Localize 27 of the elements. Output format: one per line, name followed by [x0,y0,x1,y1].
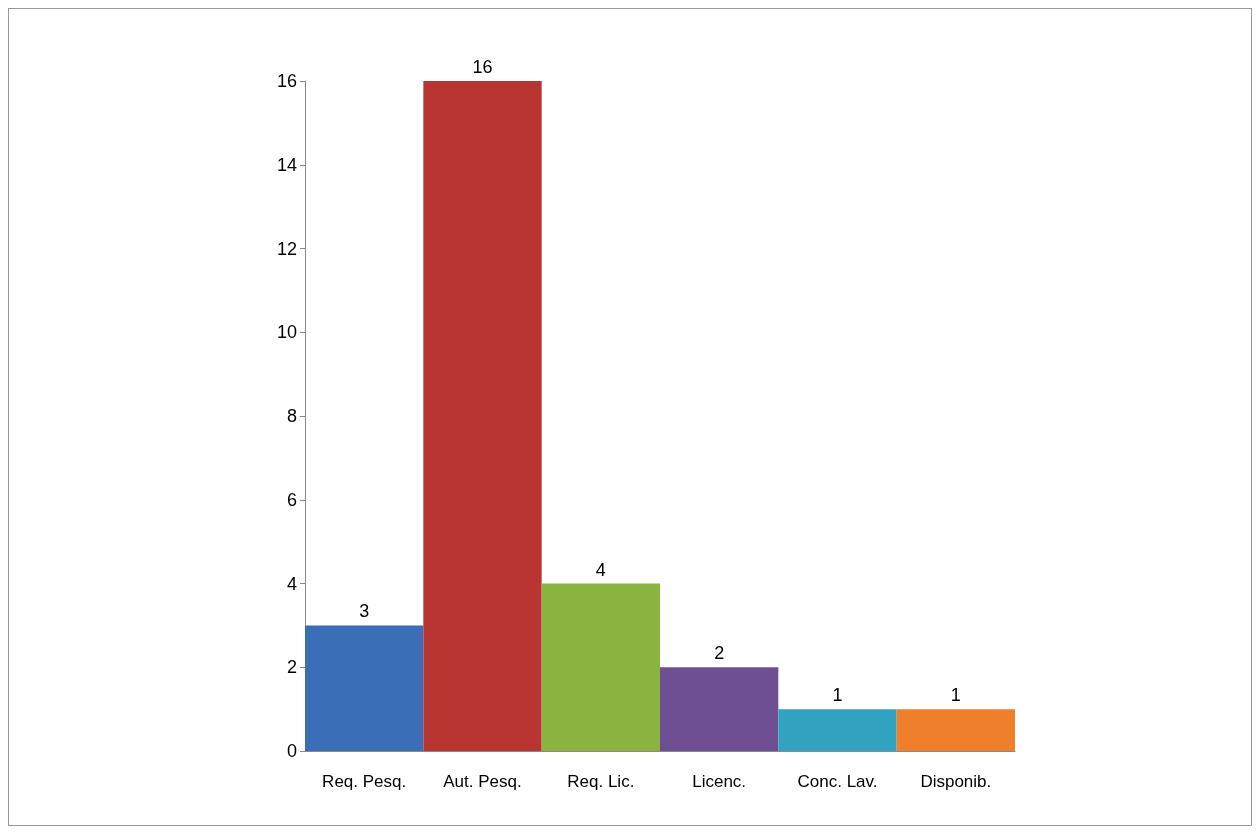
data-label: 4 [595,559,606,580]
y-tick-label: 8 [286,406,297,426]
data-label: 2 [714,643,725,664]
x-tick-label: Disponib. [920,772,992,791]
data-label: 16 [472,57,493,77]
bar [896,709,1015,751]
data-label: 1 [950,685,961,706]
x-tick-label: Req. Pesq. [322,772,407,791]
y-tick-label: 10 [276,322,297,343]
x-tick-label: Aut. Pesq. [443,772,522,791]
x-tick-label: Conc. Lav. [797,772,878,791]
y-tick-label: 0 [286,741,297,761]
y-tick-label: 12 [276,238,297,259]
y-tick-label: 6 [286,489,297,510]
y-tick-label: 4 [286,573,297,594]
bar [305,625,424,751]
bar [423,81,542,751]
x-tick-label: Licenc. [692,772,747,791]
data-label: 3 [359,601,370,622]
bar [541,583,660,751]
data-label: 1 [832,685,843,706]
y-tick-label: 2 [286,657,297,678]
x-tick-label: Req. Lic. [567,772,635,791]
bar [778,709,897,751]
y-tick-label: 16 [276,71,297,91]
bar [660,667,779,751]
y-tick-label: 14 [276,154,297,175]
